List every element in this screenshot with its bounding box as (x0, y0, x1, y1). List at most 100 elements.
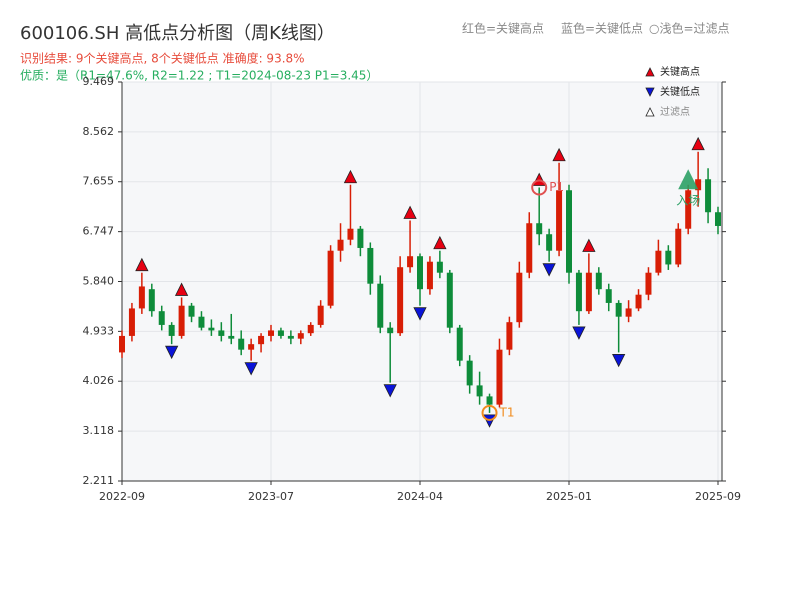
candle-body (417, 256, 423, 290)
candle-body (178, 305, 185, 336)
top-legend: 蓝色=关键低点 (561, 22, 643, 36)
x-tick-label: 2025-09 (695, 490, 741, 503)
annotation-circle (481, 404, 498, 421)
key-high-marker (582, 238, 596, 252)
y-tick-label: 4.933 (83, 324, 115, 337)
candle-body (426, 261, 433, 290)
candle-body (655, 250, 662, 273)
candle-body (575, 272, 582, 312)
legend-label: 关键低点 (660, 85, 700, 98)
candle-body (297, 333, 304, 339)
candle-body (238, 338, 245, 350)
y-tick-label: 5.840 (83, 275, 115, 288)
candle-body (456, 327, 463, 361)
candle-body (248, 344, 255, 350)
candle-body (705, 179, 712, 213)
y-tick-label: 9.469 (83, 75, 115, 88)
candle-body (446, 272, 453, 328)
candle-body (287, 335, 294, 339)
candle-body (486, 396, 493, 405)
key-low-marker (413, 307, 427, 321)
key-low-marker (542, 263, 556, 277)
x-tick-label: 2023-07 (248, 490, 294, 503)
candle-body (377, 283, 384, 328)
candle-body (536, 223, 543, 235)
key-low-marker (612, 354, 626, 368)
candle-body (357, 228, 364, 248)
y-tick-label: 3.118 (83, 424, 115, 437)
candle-body (585, 272, 592, 312)
key-low-marker (244, 362, 258, 376)
subtitle: 识别结果: 9个关键高点, 8个关键低点 准确度: 93.8% (20, 51, 305, 66)
key-high-marker (552, 147, 566, 162)
candle-body (119, 335, 125, 353)
x-tick-label: 2025-01 (546, 490, 592, 503)
candle-body (436, 261, 443, 273)
key-low-marker (572, 326, 586, 340)
candle-body (635, 294, 642, 309)
entry-marker (678, 169, 699, 190)
annotation-label: 入场 (676, 194, 700, 208)
annotation-circle (531, 179, 548, 196)
candle-body (168, 324, 175, 336)
key-high-marker (174, 282, 189, 296)
candle-body (695, 179, 702, 191)
candle-body (188, 305, 195, 317)
subtitle: 优质：是（R1=47.6%, R2=1.22 ; T1=2024-08-23 P… (20, 69, 378, 83)
candle-body (367, 247, 374, 284)
candle-body (466, 360, 473, 386)
x-tick-label: 2024-04 (397, 490, 443, 503)
legend-symbol (645, 87, 655, 97)
key-high-marker (135, 257, 149, 272)
candle-body (615, 302, 622, 317)
legend-label: 过滤点 (660, 105, 690, 118)
y-tick-label: 7.655 (83, 175, 115, 188)
candle-body (198, 316, 205, 328)
candle-body (407, 256, 414, 268)
candle-body (268, 330, 274, 336)
candle-body (715, 212, 721, 226)
candle-body (337, 239, 344, 251)
candle-body (128, 308, 135, 336)
candle-body (347, 228, 354, 240)
candle-body (258, 335, 265, 345)
candle-body (277, 330, 284, 336)
candle-body (327, 250, 334, 306)
candle-body (387, 327, 394, 334)
candle-body (546, 234, 553, 251)
key-low-marker (383, 384, 397, 398)
annotation-label: T1 (499, 405, 515, 419)
top-legend: ○浅色=过滤点 (649, 22, 730, 36)
candle-body (218, 330, 225, 336)
y-tick-label: 4.026 (83, 374, 115, 387)
y-tick-label: 8.562 (83, 125, 115, 138)
key-low-marker (165, 345, 179, 360)
annotation-label: P1 (549, 180, 564, 194)
candle-body (208, 327, 215, 331)
candle-body (685, 190, 692, 229)
candle-body (556, 190, 563, 251)
chart-title: 600106.SH 高低点分析图（周K线图） (20, 23, 335, 44)
candle-body (506, 322, 513, 350)
candle-body (138, 286, 145, 309)
candle-body (317, 305, 324, 325)
legend-label: 关键高点 (660, 65, 700, 78)
candle-body (476, 385, 483, 397)
candle-body (526, 223, 533, 273)
key-high-marker (691, 136, 705, 151)
candle-body (307, 324, 314, 334)
candle-body (496, 349, 503, 405)
y-tick-label: 2.211 (83, 474, 115, 487)
candle-body (158, 311, 165, 325)
candle-body (228, 335, 235, 339)
key-high-marker (433, 235, 447, 250)
candle-body (625, 308, 632, 317)
candle-body (665, 250, 672, 265)
candle-body (605, 289, 612, 303)
candle-body (397, 267, 404, 334)
candle-body (645, 272, 652, 295)
legend-symbol (645, 107, 655, 117)
y-tick-label: 6.747 (83, 225, 115, 238)
candle-body (595, 272, 602, 290)
